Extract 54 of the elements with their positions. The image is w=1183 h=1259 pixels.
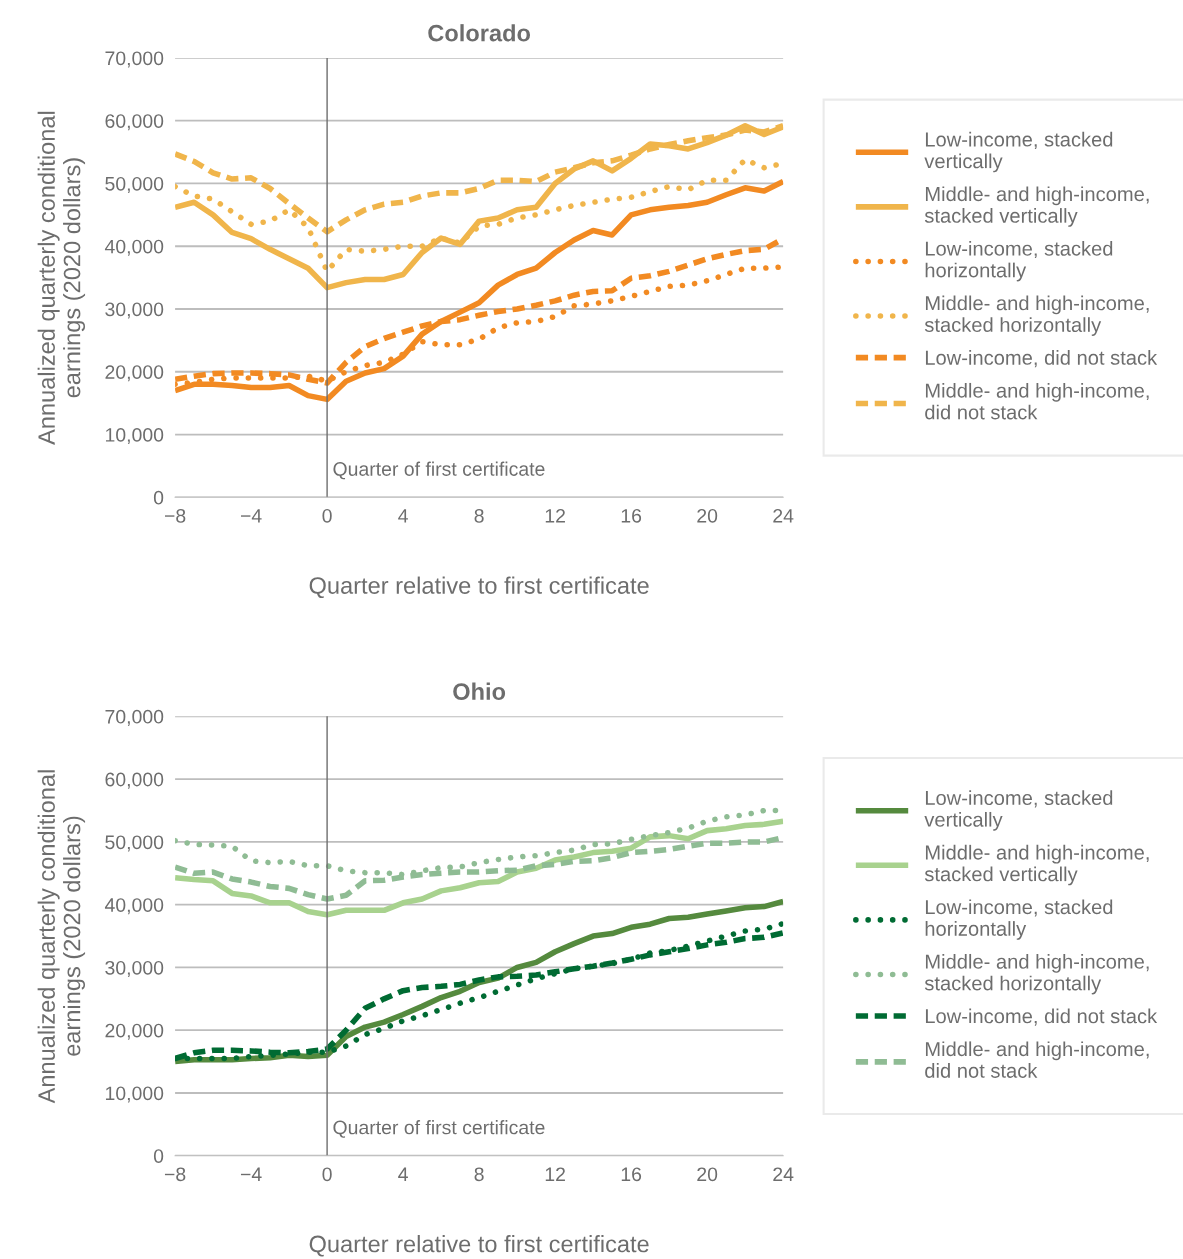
y-tick-label: 70,000	[105, 51, 164, 68]
legend-label: Middle- and high-income, stacked vertically	[924, 844, 1149, 886]
x-tick-label: 24	[773, 1167, 794, 1181]
legend-label: Middle- and high-income, stacked horizontally	[924, 295, 1149, 336]
y-tick-label: 30,000	[105, 302, 164, 319]
x-tick-label: 24	[773, 508, 794, 523]
legend-label: Low-income, did not stack	[925, 350, 1158, 368]
y-tick-label: 30,000	[105, 960, 164, 977]
y-tick-label: 10,000	[105, 1086, 164, 1103]
chart-title: Ohio	[453, 682, 506, 700]
ref-line-label: Quarter of first certificate	[333, 1120, 545, 1138]
x-tick-label: 20	[697, 1167, 718, 1182]
y-tick-label: 40,000	[104, 898, 164, 915]
x-tick-label: −4	[240, 509, 262, 523]
legend-label: Middle- and high-income, did not stack	[925, 1041, 1149, 1078]
y-axis-title: Annualized quarterly conditional earnings (2020 dollars)	[37, 770, 86, 1104]
y-tick-label: 60,000	[105, 772, 164, 789]
y-tick-label: 40,000	[104, 239, 164, 256]
legend-label: Low-income, did not stack	[925, 1008, 1158, 1026]
y-tick-label: 0	[153, 490, 164, 505]
legend-label: Middle- and high-income, stacked horizontally	[924, 953, 1149, 995]
x-tick-label: 16	[621, 508, 642, 523]
y-tick-label: 10,000	[105, 428, 164, 445]
legend-label: Middle- and high-income, stacked vertically	[924, 186, 1149, 227]
legend-label: Middle- and high-income, did not stack	[925, 382, 1149, 420]
x-tick-label: 16	[621, 1167, 642, 1182]
y-tick-label: 50,000	[105, 835, 164, 852]
x-tick-label: 12	[545, 508, 565, 523]
x-tick-label: 12	[545, 1167, 565, 1181]
y-tick-label: 20,000	[105, 1023, 164, 1040]
y-tick-label: 20,000	[105, 365, 164, 382]
y-tick-label: 0	[153, 1149, 164, 1163]
x-tick-label: 4	[398, 1167, 408, 1181]
legend-label: Low-income, stacked vertically	[924, 790, 1113, 831]
x-tick-label: 0	[322, 508, 332, 523]
y-tick-label: 50,000	[105, 176, 164, 193]
x-tick-label: −4	[240, 1167, 262, 1181]
legend-label: Low-income, stacked horizontally	[925, 899, 1113, 940]
x-tick-label: 4	[398, 509, 408, 523]
y-tick-label: 70,000	[105, 709, 164, 726]
x-tick-label: 8	[474, 1167, 484, 1182]
x-axis-title: Quarter relative to first certificate	[309, 1235, 649, 1257]
x-tick-label: 0	[322, 1167, 332, 1182]
legend-label: Low-income, stacked vertically	[924, 131, 1113, 173]
y-axis-title: Annualized quarterly conditional earnings (2020 dollars)	[37, 111, 86, 445]
ref-line-label: Quarter of first certificate	[333, 461, 545, 480]
x-tick-label: −8	[164, 1167, 186, 1182]
legend-label: Low-income, stacked horizontally	[925, 240, 1113, 282]
x-tick-label: −8	[164, 508, 186, 523]
x-tick-label: 8	[474, 508, 484, 523]
y-tick-label: 60,000	[105, 114, 164, 131]
chart-title: Colorado	[428, 24, 530, 42]
x-axis-title: Quarter relative to first certificate	[309, 576, 649, 599]
x-tick-label: 20	[697, 508, 718, 523]
